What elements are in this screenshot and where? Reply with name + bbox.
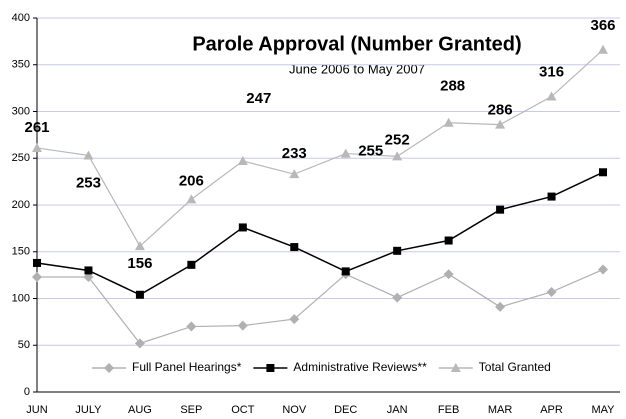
marker [495,119,506,129]
marker [546,91,557,101]
marker [83,271,94,282]
marker [186,321,197,332]
marker [84,266,93,275]
x-tick-label: OCT [231,404,255,416]
marker [266,364,275,372]
marker [546,286,557,297]
y-tick-label: 100 [12,292,30,304]
marker [289,314,300,325]
marker [547,192,556,201]
marker [443,117,454,127]
x-tick-label: JUN [26,404,47,416]
x-tick-label: FEB [438,404,459,416]
data-label: 316 [539,64,564,81]
plot: 0 50 100 150 200 250 300 350 400 JUN JULY AUG SEP OCT… [12,12,620,416]
marker [341,267,350,276]
marker [496,205,505,214]
x-tick-label: AUG [128,404,152,416]
marker [83,150,94,160]
marker [134,241,145,251]
marker [495,301,506,312]
y-tick-label: 300 [12,105,30,117]
marker [598,44,608,54]
data-label: 253 [76,174,101,191]
data-label: 288 [440,78,465,95]
x-tick-label: NOV [282,404,307,416]
data-label: 286 [488,102,513,119]
x-tick-label: MAY [591,404,615,416]
marker [32,271,42,282]
marker [289,169,300,179]
y-tick-label: 0 [24,386,30,398]
marker [599,168,607,177]
y-tick-label: 250 [12,152,30,164]
legend-label: Total Granted [479,360,551,374]
y-tick-label: 350 [12,59,30,71]
marker [134,338,145,349]
marker [392,292,403,303]
marker [187,260,196,269]
marker [450,363,461,372]
marker [238,223,247,232]
data-label: 252 [385,131,410,148]
y-tick-label: 150 [12,246,30,258]
x-tick-label: SEP [180,404,202,416]
data-label: 255 [358,143,383,160]
marker [340,148,351,158]
marker [135,290,144,299]
y-tick-label: 400 [12,12,30,24]
data-label: 233 [282,145,307,162]
data-label: 206 [179,172,204,189]
data-label: 156 [127,255,152,272]
chart-title: Parole Approval (Number Granted) [192,33,521,55]
series-line [37,268,604,345]
marker [598,264,608,275]
marker [393,246,402,255]
marker [290,243,299,252]
x-tick-label: DEC [334,404,357,416]
x-tick-label: JAN [387,404,408,416]
y-tick-label: 50 [18,339,30,351]
marker [104,363,114,373]
x-tick-label: APR [540,404,563,416]
marker [392,151,403,161]
marker [33,258,41,267]
marker [186,194,197,204]
legend-label: Administrative Reviews** [293,360,427,374]
marker [32,142,42,152]
marker [237,156,248,166]
marker [443,269,454,280]
chart-subtitle: June 2006 to May 2007 [289,61,425,76]
series-line [36,49,604,248]
series-line [36,171,604,296]
x-tick-label: JULY [75,404,102,416]
legend-label: Full Panel Hearings* [132,360,242,374]
data-label: 261 [24,119,49,136]
y-tick-label: 200 [12,199,30,211]
marker [237,320,248,331]
x-tick-label: MAR [488,404,513,416]
data-label: 366 [590,17,615,34]
data-label: 247 [246,90,271,107]
marker [444,236,453,245]
